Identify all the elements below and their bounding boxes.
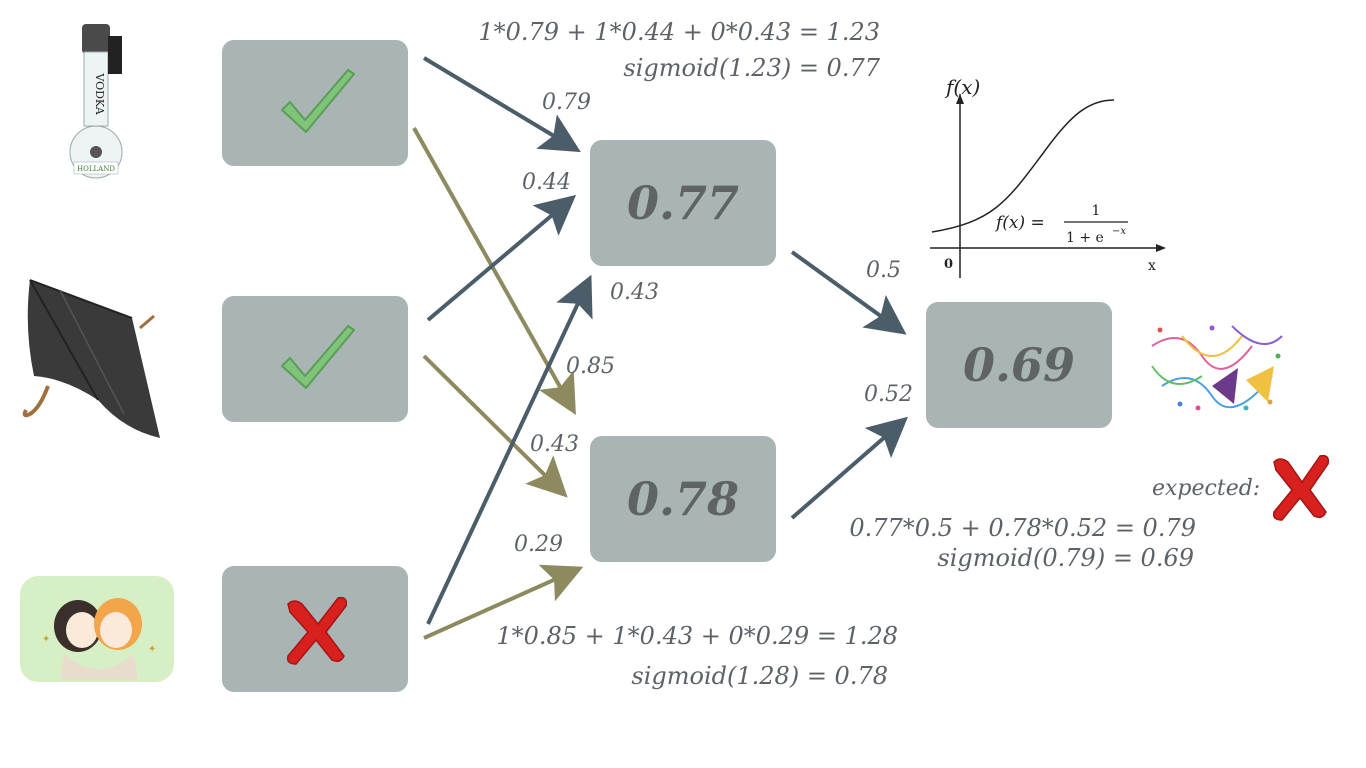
edge-umbrella-h1 — [426, 194, 577, 322]
hidden-1-sum-equation: 1*0.79 + 1*0.44 + 0*0.43 = 1.23 — [478, 18, 880, 46]
edge-friends-h1 — [426, 274, 593, 625]
edge-h1-output — [790, 250, 907, 335]
input-box-vodka — [222, 40, 408, 166]
hidden-node-1-value: 0.77 — [626, 176, 740, 230]
umbrella-image — [22, 279, 160, 438]
friends-image: ✦ ✦ — [20, 576, 174, 682]
sigmoid-plot: f(x) x 0 f(x) = 1 1 + e −x — [930, 75, 1166, 278]
cross-icon — [286, 596, 348, 665]
party-confetti-image — [1151, 325, 1283, 411]
plot-origin-label: 0 — [944, 257, 953, 272]
edge-vodka-h1 — [422, 56, 581, 153]
output-sigmoid-equation: sigmoid(0.79) = 0.69 — [937, 544, 1194, 572]
bottle-brand-text: HOLLAND — [77, 165, 115, 173]
weight-friends-h2: 0.29 — [514, 532, 563, 557]
weight-h2-output: 0.52 — [864, 382, 913, 407]
formula-lhs: f(x) = — [994, 213, 1045, 233]
input-box-umbrella — [222, 296, 408, 422]
hidden-node-2-value: 0.78 — [626, 472, 740, 526]
edge-umbrella-h2 — [422, 354, 568, 498]
hidden-2-sigmoid-equation: sigmoid(1.28) = 0.78 — [631, 662, 888, 690]
check-icon — [281, 69, 355, 133]
output-node: 0.69 — [926, 302, 1112, 428]
formula-denominator: 1 + e — [1066, 230, 1104, 246]
hidden-2-sum-equation: 1*0.85 + 1*0.43 + 0*0.29 = 1.28 — [496, 622, 898, 650]
hidden-node-1: 0.77 — [590, 140, 776, 266]
hidden-1-sigmoid-equation: sigmoid(1.23) = 0.77 — [623, 54, 880, 82]
weight-umbrella-h2: 0.43 — [530, 432, 579, 457]
formula-exponent: −x — [1112, 226, 1126, 237]
edge-h2-output — [790, 416, 909, 520]
plot-ylabel: f(x) — [944, 75, 980, 99]
input-box-friends — [222, 566, 408, 692]
check-icon — [281, 325, 355, 389]
plot-xlabel: x — [1148, 258, 1156, 274]
weight-umbrella-h1: 0.44 — [522, 170, 571, 195]
output-node-value: 0.69 — [962, 338, 1076, 392]
formula-numerator: 1 — [1092, 203, 1101, 219]
weight-h1-output: 0.5 — [866, 258, 901, 283]
bottle-text: VODKA — [93, 72, 106, 115]
svg-text:✦: ✦ — [42, 634, 50, 645]
vodka-bottle-image: VODKA HOLLAND — [69, 24, 123, 179]
expected-label: expected: — [1152, 476, 1261, 501]
weight-vodka-h2: 0.85 — [566, 354, 615, 379]
weight-friends-h1: 0.43 — [610, 280, 659, 305]
hidden-node-2: 0.78 — [590, 436, 776, 562]
output-sum-equation: 0.77*0.5 + 0.78*0.52 = 0.79 — [849, 514, 1196, 542]
weight-vodka-h1: 0.79 — [542, 90, 591, 115]
edge-friends-h2 — [423, 564, 584, 640]
svg-text:✦: ✦ — [148, 644, 156, 655]
edge-vodka-h2 — [412, 127, 576, 415]
expected-cross-icon — [1272, 454, 1330, 521]
